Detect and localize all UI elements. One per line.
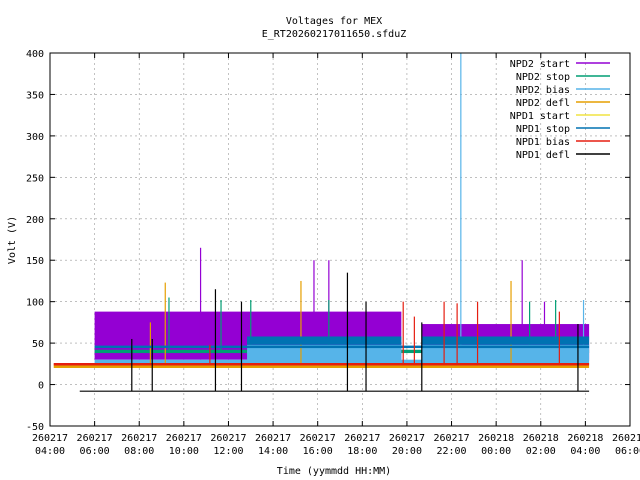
x-tick-label: 08:00 (124, 446, 154, 457)
x-tick-label: 260217 (166, 433, 202, 444)
y-tick-label: 50 (32, 339, 44, 350)
chart-subtitle: E_RT20260217011650.sfduZ (262, 29, 407, 40)
series-band (247, 344, 402, 362)
legend-label: NPD2 bias (516, 85, 570, 96)
series-band (53, 363, 590, 366)
y-tick-label: 200 (26, 215, 44, 226)
x-tick-label: 10:00 (169, 446, 199, 457)
legend-label: NPD1 stop (516, 124, 570, 135)
series-npd1-defl (79, 272, 590, 392)
x-tick-label: 18:00 (347, 446, 377, 457)
x-tick-label: 04:00 (570, 446, 600, 457)
series-band (94, 345, 590, 349)
x-axis: 260217 04:00 260217 06:00 260217 08:00 260217 1… (32, 53, 640, 457)
y-axis: -50 0 50 100 150 200 250 300 350 400 (26, 49, 630, 433)
x-tick-label: 260217 (32, 433, 68, 444)
x-tick-label: 14:00 (258, 446, 288, 457)
y-tick-label: 350 (26, 90, 44, 101)
y-tick-label: 400 (26, 49, 44, 60)
y-tick-label: 150 (26, 256, 44, 267)
legend-label: NPD1 bias (516, 137, 570, 148)
x-tick-label: 260218 (478, 433, 514, 444)
x-tick-label: 260218 (612, 433, 640, 444)
y-axis-label: Volt (V) (7, 216, 18, 264)
series-band (53, 365, 590, 368)
y-tick-label: 0 (38, 381, 44, 392)
legend-label: NPD2 defl (516, 98, 570, 109)
x-tick-label: 260217 (210, 433, 246, 444)
series-band (94, 359, 590, 364)
series-band (421, 344, 590, 362)
x-tick-label: 260217 (77, 433, 113, 444)
x-tick-label: 04:00 (35, 446, 65, 457)
legend: NPD2 start NPD2 stop NPD2 bias NPD2 defl NPD… (510, 59, 610, 161)
x-tick-label: 00:00 (481, 446, 511, 457)
x-tick-label: 260217 (121, 433, 157, 444)
x-tick-label: 260217 (344, 433, 380, 444)
series-npd2-bias (94, 53, 590, 364)
x-tick-label: 260218 (523, 433, 559, 444)
chart-title: Voltages for MEX (286, 16, 382, 27)
y-tick-label: 300 (26, 132, 44, 143)
y-tick-label: -50 (26, 422, 44, 433)
plot-border (49, 52, 631, 427)
x-tick-label: 02:00 (526, 446, 556, 457)
x-tick-label: 260217 (255, 433, 291, 444)
x-tick-label: 16:00 (303, 446, 333, 457)
legend-label: NPD2 start (510, 59, 570, 70)
x-tick-label: 06:00 (615, 446, 640, 457)
legend-label: NPD2 stop (516, 72, 570, 83)
x-tick-label: 260217 (433, 433, 469, 444)
x-tick-label: 22:00 (436, 446, 466, 457)
legend-label: NPD1 start (510, 111, 570, 122)
y-tick-label: 100 (26, 298, 44, 309)
series-npd1-bias (53, 301, 590, 366)
x-tick-label: 20:00 (392, 446, 422, 457)
x-axis-label: Time (yymmdd HH:MM) (277, 466, 391, 477)
y-tick-label: 250 (26, 173, 44, 184)
x-tick-label: 260217 (300, 433, 336, 444)
series-npd2-defl (53, 280, 590, 368)
series-band (421, 336, 590, 345)
plot-area (53, 53, 590, 392)
x-tick-label: 12:00 (213, 446, 243, 457)
legend-label: NPD1 defl (516, 150, 570, 161)
x-tick-label: 260217 (389, 433, 425, 444)
x-tick-label: 06:00 (80, 446, 110, 457)
x-tick-label: 260218 (567, 433, 603, 444)
series-npd1-stop (94, 336, 590, 349)
series-band (247, 336, 402, 345)
